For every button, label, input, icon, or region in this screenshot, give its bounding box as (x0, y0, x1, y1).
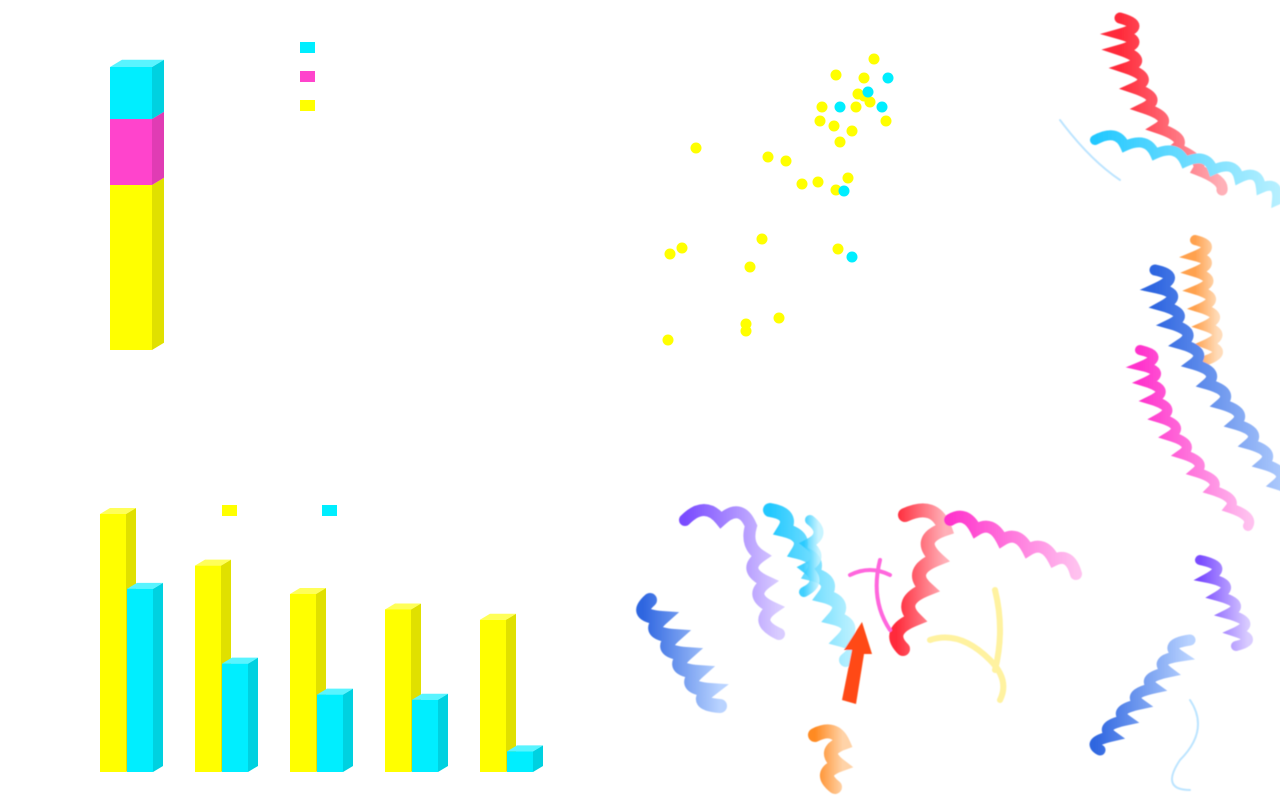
orange-helix-bottom (808, 724, 854, 794)
cyan-helix-right (796, 515, 824, 597)
scatter-point (773, 312, 785, 324)
scatter-point (846, 125, 858, 137)
legend (222, 505, 337, 516)
cyan-helix-core (763, 503, 861, 667)
scatter-point (832, 243, 844, 255)
tall-helix-structure (1059, 12, 1280, 791)
scatter-point (796, 178, 808, 190)
protein-canvas (636, 12, 1280, 794)
stack-segment (110, 177, 164, 350)
scatter-point (846, 251, 858, 263)
cyan-helix (1090, 130, 1280, 209)
scatter-point (868, 53, 880, 65)
blue-helix (1139, 264, 1280, 491)
scatter-point (814, 115, 826, 127)
scatter-point (744, 261, 756, 273)
stack-segment (110, 111, 164, 185)
bar-cyan (507, 745, 543, 772)
scatter-canvas (662, 53, 894, 346)
legend-swatch (300, 71, 315, 82)
legend-swatch (322, 505, 337, 516)
orange-beta-arrow (842, 622, 872, 704)
scatter-point (780, 155, 792, 167)
red-helix-core (889, 503, 954, 656)
scatter-point (858, 72, 870, 84)
scatter-point (662, 334, 674, 346)
scatter-point (830, 184, 842, 196)
stacked-bar-chart (0, 0, 560, 400)
globular-domain-structure (636, 503, 1082, 794)
purple-helix (1193, 555, 1253, 651)
scatter-point (676, 242, 688, 254)
scatter-point (850, 101, 862, 113)
blue-lower-helix (1089, 634, 1196, 756)
orange-helix (1179, 235, 1223, 365)
scatter-point (690, 142, 702, 154)
scatter-point (880, 115, 892, 127)
magenta-loop (848, 558, 892, 632)
legend-swatch (300, 100, 315, 111)
scatter-point (816, 101, 828, 113)
scatter-chart (600, 0, 920, 380)
magenta-helix-right (944, 510, 1082, 580)
scatter-point (740, 325, 752, 337)
grouped-bar-chart (0, 480, 600, 805)
bar-cyan (127, 582, 163, 772)
magenta-helix (1125, 345, 1255, 531)
bar-cyan (317, 688, 353, 772)
scatter-point (842, 172, 854, 184)
bar-cyan (412, 693, 448, 772)
scatter-point (876, 101, 888, 113)
scatter-point (882, 72, 894, 84)
loop-strand (1059, 119, 1199, 791)
stacked-bar-canvas (110, 42, 315, 350)
scatter-point (862, 86, 874, 98)
scatter-point (664, 248, 676, 260)
scatter-point (812, 176, 824, 188)
scatter-point (762, 151, 774, 163)
protein-ribbon-figures (600, 0, 1280, 805)
purple-helix-top (679, 504, 785, 640)
bar-cyan (222, 657, 258, 772)
scatter-point (834, 136, 846, 148)
scatter-point (756, 233, 768, 245)
scatter-point (834, 101, 846, 113)
legend-swatch (222, 505, 237, 516)
scatter-point (830, 69, 842, 81)
bar-yellow (480, 613, 516, 772)
legend (300, 42, 315, 111)
yellow-loop (927, 587, 1007, 703)
stack-segment (110, 59, 164, 119)
grouped-bar-canvas (100, 505, 543, 772)
scatter-point (838, 185, 850, 197)
legend-swatch (300, 42, 315, 53)
scatter-point (828, 120, 840, 132)
blue-helix-left (636, 593, 729, 713)
